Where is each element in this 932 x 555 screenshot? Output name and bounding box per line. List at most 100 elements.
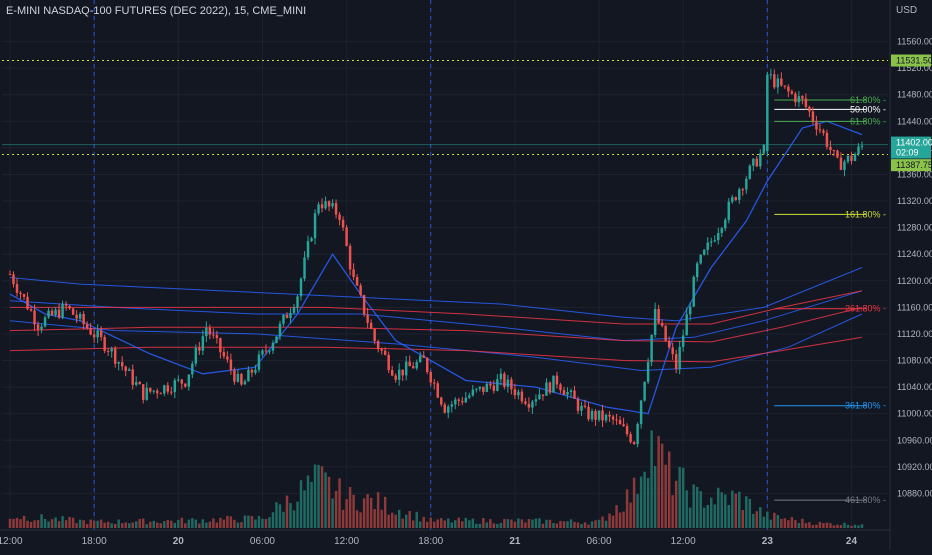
volume-bar xyxy=(317,464,320,528)
volume-bar xyxy=(12,518,15,528)
candle-body xyxy=(576,398,580,411)
volume-bar xyxy=(226,515,229,528)
volume-bar xyxy=(47,521,50,528)
candle-body xyxy=(36,324,40,330)
candle-body xyxy=(366,314,369,323)
candle-body xyxy=(643,381,646,401)
volume-bar xyxy=(853,524,857,528)
volume-bar xyxy=(755,511,759,528)
candle-body xyxy=(57,309,61,318)
candle-body xyxy=(120,362,124,367)
volume-bar xyxy=(832,525,836,528)
candle-body xyxy=(573,390,576,399)
time-tick-label: 06:00 xyxy=(587,536,612,547)
candle-body xyxy=(440,397,443,405)
volume-bar xyxy=(152,520,155,528)
candle-body xyxy=(113,348,117,364)
volume-bar xyxy=(145,524,148,528)
candle-body xyxy=(82,314,85,325)
candle-body xyxy=(215,335,219,339)
volume-bar xyxy=(61,516,64,528)
candle-body xyxy=(131,369,134,385)
candle-body xyxy=(510,379,513,390)
price-tick-label: 11160.00 xyxy=(897,302,932,312)
volume-bar xyxy=(40,514,43,528)
volume-bar xyxy=(485,522,489,528)
candle-body xyxy=(152,390,155,392)
candle-body xyxy=(299,278,303,297)
price-tick-label: 11080.00 xyxy=(897,356,932,366)
candle-body xyxy=(478,386,482,389)
volume-bar xyxy=(159,523,162,528)
candles-layer[interactable] xyxy=(8,68,864,448)
price-tick-label: 11240.00 xyxy=(897,249,932,259)
volume-bar xyxy=(404,514,408,528)
volume-bar xyxy=(106,521,110,528)
volume-bar xyxy=(548,519,552,528)
candle-body xyxy=(222,352,226,357)
volume-bar xyxy=(296,501,299,528)
candle-body xyxy=(790,91,794,94)
moving-averages-layer xyxy=(9,120,863,415)
volume-bar xyxy=(387,514,390,528)
candle-body xyxy=(555,375,559,385)
candle-body xyxy=(752,158,755,166)
candle-body xyxy=(559,384,562,391)
volume-bar xyxy=(846,524,850,528)
symbol-title[interactable]: E-MINI NASDAQ-100 FUTURES (DEC 2022), 15… xyxy=(6,5,307,17)
candle-body xyxy=(818,129,822,131)
volume-bar xyxy=(82,520,85,528)
candle-body xyxy=(338,214,341,220)
candle-body xyxy=(850,155,853,161)
volume-bar xyxy=(773,512,776,528)
fibonacci-layer[interactable]: 61.80% -50.00% -61.80% -161.80% -261.80%… xyxy=(774,95,886,505)
candle-body xyxy=(85,324,89,329)
candle-body xyxy=(629,434,632,443)
candle-body xyxy=(194,347,198,364)
volume-bar xyxy=(306,475,310,528)
candle-body xyxy=(443,404,446,413)
candle-body xyxy=(429,372,432,383)
volume-bar xyxy=(506,519,510,528)
volume-bar xyxy=(766,511,769,528)
candle-body xyxy=(313,213,317,239)
candle-body xyxy=(825,132,829,147)
price-tick-label: 11000.00 xyxy=(897,409,932,419)
candle-body xyxy=(78,314,82,319)
volume-bar xyxy=(457,517,461,528)
price-label-box xyxy=(891,159,931,172)
volume-bar xyxy=(797,523,801,528)
volume-bar xyxy=(366,494,369,528)
volume-bar xyxy=(555,523,559,528)
volume-bar xyxy=(397,509,401,528)
candle-body xyxy=(569,390,573,392)
volume-bar xyxy=(562,521,566,528)
candle-body xyxy=(247,369,250,382)
candle-body xyxy=(33,310,36,325)
candle-body xyxy=(461,400,464,403)
volume-bar xyxy=(359,512,362,528)
price-axis[interactable]: 11560.0011520.0011480.0011440.0011400.00… xyxy=(897,37,932,499)
time-axis[interactable]: 12:00 18:00 20 06:00 12:00 18:00 21 06:00 12:00 2… xyxy=(0,536,857,547)
candle-body xyxy=(418,355,422,362)
volume-bar xyxy=(415,511,418,528)
candle-body xyxy=(19,292,22,295)
candle-body xyxy=(404,361,408,376)
candle-body xyxy=(236,373,240,382)
candle-body xyxy=(8,274,12,276)
fib-level-label: 61.80% - xyxy=(850,95,886,105)
candle-body xyxy=(317,204,320,214)
candle-body xyxy=(471,389,475,396)
candle-body xyxy=(836,150,839,158)
volume-bar xyxy=(110,523,113,528)
volume-bar xyxy=(510,519,513,528)
volume-bar xyxy=(702,507,706,528)
candle-body xyxy=(433,382,436,384)
volume-bar xyxy=(517,518,520,528)
volume-bar xyxy=(769,519,773,528)
volume-bar xyxy=(836,524,839,528)
volume-bar xyxy=(787,520,790,528)
candle-body xyxy=(408,361,411,367)
